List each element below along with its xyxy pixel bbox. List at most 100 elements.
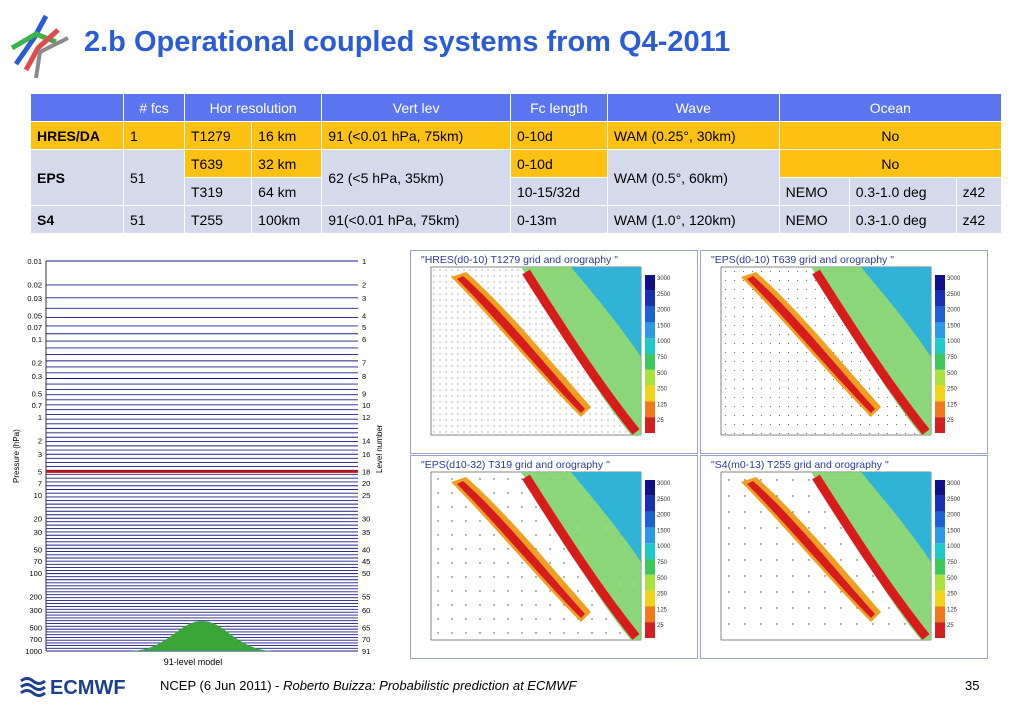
pressure-tick-label: 0.5	[32, 390, 42, 399]
level-tick-label: 45	[362, 557, 370, 566]
orography-maps-panel: "HRES(d0-10) T1279 grid and orography " 3…	[410, 250, 988, 659]
pressure-tick-label: 0.05	[27, 312, 42, 321]
colorbar-label: 125	[657, 402, 668, 408]
colorbar-label: 250	[947, 592, 958, 598]
level-tick-label: 6	[362, 335, 366, 344]
colorbar-label: 500	[657, 576, 668, 582]
level-tick-label: 12	[362, 413, 370, 422]
level-tick-label: 10	[362, 401, 370, 410]
pressure-tick-label: 7	[38, 479, 42, 488]
colorbar-label: 25	[657, 418, 664, 424]
map-graphic: 3000 2500 2000 1500 1000 750 500 250 125 25	[720, 266, 961, 436]
pressure-axis-label: Pressure (hPa)	[12, 429, 21, 483]
pressure-tick-label: 0.1	[32, 335, 42, 344]
pressure-tick-label: 200	[29, 592, 42, 601]
orography-map: "EPS(d0-10) T639 grid and orography " 300…	[700, 250, 988, 454]
model-caption: 91-level model	[164, 657, 223, 667]
colorbar-swatch	[645, 354, 655, 370]
cell-ocean-model: NEMO	[778, 177, 850, 206]
cell-spectral: T1279	[183, 121, 253, 150]
colorbar-label: 125	[947, 607, 958, 613]
colorbar-swatch	[935, 480, 945, 496]
colorbar-label: 2000	[947, 513, 961, 519]
colorbar-label: 1000	[657, 339, 671, 345]
ecmwf-logo-text: ECMWF	[50, 677, 126, 699]
colorbar-label: 250	[947, 387, 958, 393]
pressure-tick-label: 20	[34, 514, 42, 523]
colorbar-swatch	[645, 480, 655, 496]
header-vert-lev: Vert lev	[321, 93, 511, 122]
pressure-tick-label: 0.02	[27, 280, 42, 289]
pressure-tick-label: 50	[34, 546, 42, 555]
level-tick-label: 4	[362, 312, 366, 321]
pressure-tick-label: 0.7	[32, 401, 42, 410]
colorbar-label: 1500	[657, 323, 671, 329]
colorbar-swatch	[645, 559, 655, 575]
level-tick-label: 91	[362, 647, 370, 656]
colorbar-label: 2500	[947, 292, 961, 298]
colorbar-swatch	[935, 543, 945, 559]
row-name: S4	[30, 205, 124, 234]
colorbar-swatch	[935, 385, 945, 402]
colorbar-label: 500	[947, 371, 958, 377]
colorbar-swatch	[935, 590, 945, 607]
pressure-tick-label: 5	[38, 468, 42, 477]
colorbar-label: 2000	[947, 308, 961, 314]
map-title: "EPS(d10-32) T319 grid and orography "	[421, 459, 610, 471]
footer-source: NCEP (6 Jun 2011) -	[160, 678, 284, 693]
cell-fc: 0-13m	[509, 205, 608, 234]
pressure-tick-label: 300	[29, 606, 42, 615]
pressure-tick-label: 0.07	[27, 323, 42, 332]
colorbar-label: 500	[657, 371, 668, 377]
level-tick-label: 18	[362, 468, 370, 477]
colorbar-swatch	[935, 306, 945, 323]
table-row-eps-a: EPS 51 T639 32 km 62 (<5 hPa, 35km) 0-10…	[30, 149, 1003, 206]
colorbar-swatch	[645, 543, 655, 559]
cell-km: 64 km	[251, 177, 323, 206]
cell-km: 16 km	[251, 121, 323, 150]
page-number: 35	[965, 678, 980, 693]
cell-vert: 91(<0.01 hPa, 75km)	[321, 205, 511, 234]
header-hor-resolution: Hor resolution	[183, 93, 323, 122]
row-name: EPS	[30, 149, 124, 206]
colorbar-label: 1500	[657, 528, 671, 534]
colorbar-label: 25	[947, 623, 954, 629]
colorbar-swatch	[645, 590, 655, 607]
colorbar-swatch	[645, 622, 655, 638]
colorbar-label: 750	[657, 355, 668, 361]
level-tick-label: 70	[362, 635, 370, 644]
pressure-tick-label: 500	[29, 624, 42, 633]
colorbar-swatch	[645, 527, 655, 544]
colorbar-swatch	[935, 511, 945, 528]
colorbar-swatch	[645, 369, 655, 386]
vertical-levels-diagram: Pressure (hPa) Level number 0.01 0.02 0.03…	[12, 257, 384, 667]
level-tick-label: 60	[362, 606, 370, 615]
level-tick-label: 14	[362, 436, 370, 445]
cell-vert: 91 (<0.01 hPa, 75km)	[321, 121, 511, 150]
colorbar-label: 1500	[947, 323, 961, 329]
colorbar-label: 2000	[657, 308, 671, 314]
colorbar-swatch	[645, 401, 655, 418]
colorbar-label: 1000	[657, 544, 671, 550]
cell-ocean-res: 0.3-1.0 deg	[848, 205, 957, 234]
colorbar-swatch	[935, 622, 945, 638]
colorbar-swatch	[935, 275, 945, 291]
table-header-row: # fcs Hor resolution Vert lev Fc length …	[30, 93, 1003, 122]
cell-vert: 62 (<5 hPa, 35km)	[321, 149, 511, 206]
level-tick-label: 50	[362, 569, 370, 578]
pressure-tick-label: 100	[29, 569, 42, 578]
level-tick-label: 16	[362, 450, 370, 459]
colorbar-swatch	[935, 322, 945, 339]
slide-title: 2.b Operational coupled systems from Q4-…	[84, 26, 731, 58]
orography-map: "S4(m0-13) T255 grid and orography " 3000…	[700, 455, 988, 659]
pressure-tick-label: 70	[34, 557, 42, 566]
level-tick-label: 65	[362, 624, 370, 633]
colorbar-label: 750	[947, 355, 958, 361]
pressure-tick-label: 10	[34, 491, 42, 500]
header-wave: Wave	[606, 93, 780, 122]
colorbar-label: 2000	[657, 513, 671, 519]
footer-text: NCEP (6 Jun 2011) - Roberto Buizza: Prob…	[160, 678, 576, 693]
colorbar-swatch	[645, 385, 655, 402]
pressure-tick-label: 0.3	[32, 372, 42, 381]
ecmwf-logo: ECMWF	[20, 677, 126, 699]
